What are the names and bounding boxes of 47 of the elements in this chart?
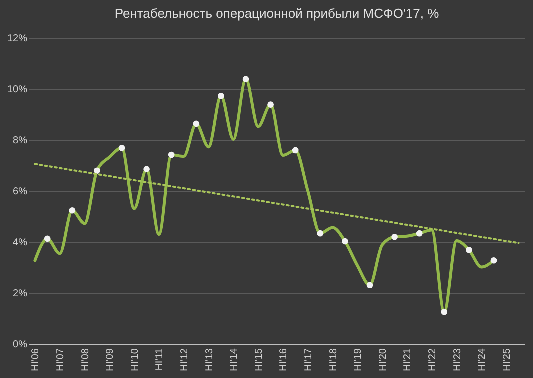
x-tick-label: HI'16 [278,348,290,372]
point [94,168,100,174]
chart-title: Рентабельность операционной прибыли МСФО'17, % [114,6,440,21]
point [416,230,423,237]
point [44,236,51,242]
x-tick-label: HI'09 [105,348,116,372]
x-tick-label: HI'17 [304,348,314,372]
x-tick-label: HI'22 [428,348,438,372]
point [342,238,348,245]
x-tick-label: HI'11 [154,348,166,371]
x-tick-label: HI'12 [180,348,190,372]
y-tick-label: 6% [13,186,28,198]
point [193,120,200,128]
point [292,147,299,154]
point [490,257,498,264]
x-tick-label: HI'08 [80,348,92,372]
point [268,102,274,108]
x-tick-label: HI'18 [328,348,340,372]
y-tick-label: 8% [13,136,28,146]
point [366,282,374,289]
x-tick-label: HI'23 [452,348,464,372]
x-tick-label: HI'19 [353,348,364,372]
point [168,152,175,158]
x-tick-label: HI'13 [204,348,216,372]
point [118,145,126,152]
point [218,92,224,100]
y-tick-label: 10% [7,84,28,96]
x-tick-label: HI'06 [30,348,42,372]
point [392,234,398,240]
x-tick-label: HI'24 [477,348,488,372]
point [466,247,472,254]
point [69,207,76,214]
y-tick-label: 4% [13,238,28,248]
x-tick-label: HI'07 [56,348,66,372]
x-tick-label: HI'10 [130,348,141,372]
y-tick-label: 0% [13,340,28,350]
x-tick-label: HI'15 [254,348,265,372]
x-tick-label: HI'25 [502,348,513,372]
y-tick-label: 2% [13,288,28,300]
point [242,76,250,82]
point [144,166,150,172]
x-tick-label: HI'14 [229,348,240,372]
point [441,308,448,316]
x-tick-label: HI'21 [402,348,414,372]
point [317,230,324,237]
x-tick-label: HI'20 [378,348,389,372]
y-tick-label: 12% [7,34,28,44]
